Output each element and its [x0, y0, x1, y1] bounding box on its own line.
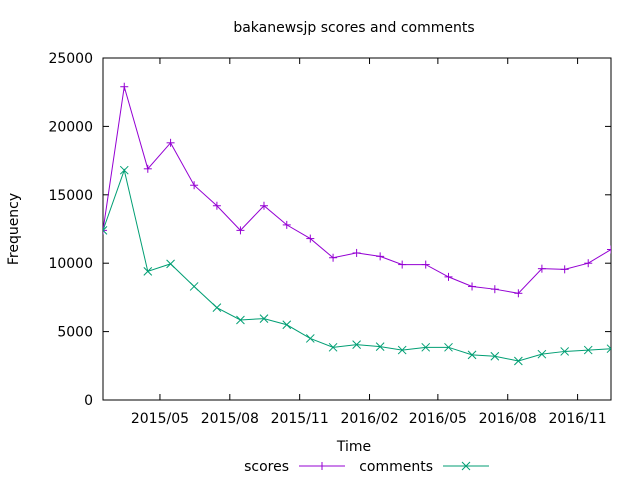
y-tick-label: 5000: [57, 325, 93, 341]
comments-point: [166, 259, 175, 269]
scores-point: [490, 285, 499, 294]
comments-point: [328, 342, 338, 352]
scores-point: [103, 226, 107, 235]
scores-point: [306, 234, 315, 243]
comments-point: [212, 303, 222, 313]
comments-point: [352, 340, 361, 349]
comments-point: [259, 314, 269, 323]
scores-point: [282, 220, 291, 229]
x-tick-label: 2016/08: [479, 411, 537, 427]
scores-line: [103, 86, 611, 294]
scores-point: [120, 82, 129, 91]
y-tick-label: 20000: [48, 119, 93, 135]
y-tick-label: 0: [84, 393, 93, 409]
x-tick-label: 2015/11: [271, 411, 329, 427]
comments-point: [606, 344, 611, 354]
x-tick-label: 2016/11: [549, 411, 607, 427]
scores-point: [584, 259, 593, 268]
comments-series: [103, 165, 611, 366]
scores-point: [352, 248, 361, 257]
x-axis-label: Time: [336, 439, 371, 455]
series-layer: [103, 82, 611, 366]
scores-point: [236, 226, 245, 235]
x-tick-label: 2015/08: [201, 411, 259, 427]
comments-point: [467, 350, 477, 360]
y-tick-label: 10000: [48, 256, 93, 272]
comments-point: [560, 347, 570, 356]
scores-point: [468, 282, 477, 291]
legend: scores comments: [244, 459, 489, 475]
comments-point: [143, 267, 153, 276]
comments-point: [282, 320, 292, 330]
comments-point: [514, 356, 523, 366]
scores-point: [444, 272, 453, 281]
scores-point: [166, 138, 175, 147]
x-tick-label: 2016/05: [409, 411, 467, 427]
scores-point: [537, 264, 546, 273]
plot-border: [102, 57, 612, 401]
scores-point: [212, 201, 221, 210]
scores-point: [398, 260, 407, 269]
comments-point: [119, 165, 129, 175]
comments-point: [375, 342, 385, 352]
comments-point: [444, 342, 453, 352]
comments-point: [537, 349, 547, 359]
comments-point: [305, 334, 315, 343]
legend-marker-scores: [318, 462, 326, 470]
x-tick-label: 2016/02: [340, 411, 398, 427]
scores-point: [259, 201, 268, 210]
y-axis-label: Frequency: [6, 193, 22, 265]
comments-point: [397, 345, 407, 355]
scores-point: [376, 252, 385, 261]
scores-point: [329, 253, 338, 262]
chart-title: bakanewsjp scores and comments: [233, 20, 474, 36]
comments-point: [189, 282, 199, 291]
scores-series: [103, 82, 611, 298]
scores-point: [421, 260, 430, 269]
legend-label-scores: scores: [244, 459, 289, 475]
scores-point: [607, 245, 611, 254]
legend-marker-comments: [461, 461, 471, 471]
comments-point: [103, 226, 108, 235]
comments-point: [583, 345, 593, 355]
x-tick-label: 2015/05: [131, 411, 189, 427]
comments-line: [103, 168, 611, 362]
legend-label-comments: comments: [359, 459, 433, 475]
axes: 0 5000 10000 15000 20000 25000 2015/05 2015/08 2…: [48, 51, 612, 427]
scores-point: [143, 164, 152, 173]
scores-point: [514, 289, 523, 298]
comments-point: [236, 315, 245, 325]
comments-point: [421, 342, 431, 352]
scores-point: [190, 181, 199, 190]
y-tick-label: 25000: [48, 51, 93, 67]
y-tick-label: 15000: [48, 188, 93, 204]
comments-point: [490, 351, 500, 361]
scores-point: [560, 265, 569, 274]
